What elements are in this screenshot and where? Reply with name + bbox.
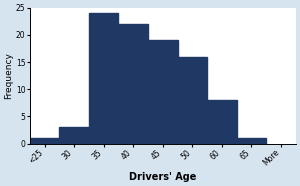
Bar — [118, 24, 148, 144]
Bar — [207, 100, 237, 144]
X-axis label: Drivers' Age: Drivers' Age — [129, 172, 196, 182]
Bar — [89, 13, 118, 144]
Bar — [148, 40, 178, 144]
Bar — [30, 138, 59, 144]
Y-axis label: Frequency: Frequency — [4, 52, 13, 99]
Bar — [178, 57, 207, 144]
Bar — [59, 127, 89, 144]
Bar — [237, 138, 266, 144]
